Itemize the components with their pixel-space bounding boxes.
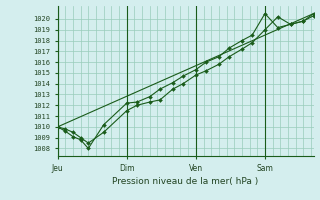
X-axis label: Pression niveau de la mer( hPa ): Pression niveau de la mer( hPa )	[112, 177, 259, 186]
